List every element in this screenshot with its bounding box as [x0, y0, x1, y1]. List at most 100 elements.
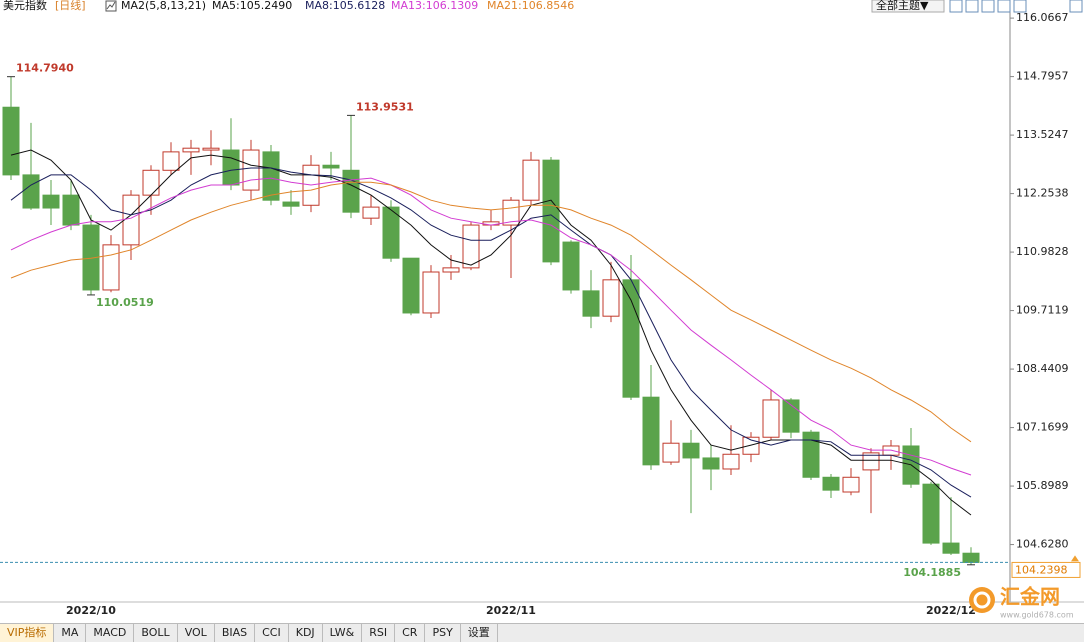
candle-body — [682, 442, 700, 459]
candle-body — [242, 149, 260, 191]
extreme-label: 113.9531 — [356, 100, 414, 113]
candle-body — [382, 206, 400, 259]
indicator-tab[interactable]: BOLL — [134, 624, 178, 642]
candle-body — [762, 399, 780, 438]
y-tick-label: 108.4409 — [1016, 362, 1069, 375]
indicator-tab[interactable]: CCI — [255, 624, 289, 642]
watermark-name: 汇金网 — [1000, 585, 1060, 609]
indicator-tab[interactable]: RSI — [362, 624, 396, 642]
candle-body — [162, 151, 180, 171]
chart: 114.7940 113.9531 110.0519 104.1885 美元指数 [日… — [0, 0, 1084, 620]
indicator-tab[interactable]: 设置 — [461, 624, 498, 642]
watermark-logo-ring — [973, 591, 991, 609]
theme-button[interactable] — [871, 0, 945, 13]
candle-body — [962, 552, 980, 563]
candle-body — [342, 169, 360, 213]
current-price-marker — [1071, 555, 1079, 562]
extreme-label: 114.7940 — [16, 62, 74, 75]
indicator-tab[interactable]: PSY — [425, 624, 461, 642]
candle-body — [642, 396, 660, 466]
ma-line — [10, 177, 972, 476]
x-tick-label: 2022/12 — [926, 604, 976, 617]
watermark: 汇金网 www.gold678.com — [969, 585, 1074, 620]
settings[interactable] — [1069, 0, 1083, 13]
y-tick-label: 116.0667 — [1016, 11, 1069, 24]
y-tick-label: 109.7119 — [1016, 304, 1069, 317]
y-tick-label: 113.5247 — [1016, 128, 1069, 141]
indicator-icon[interactable] — [105, 0, 117, 12]
candle-body — [22, 174, 40, 209]
candle-body — [102, 244, 120, 291]
candle-body — [582, 290, 600, 317]
candle-body — [402, 257, 420, 314]
candle-body — [662, 442, 680, 463]
extreme-label: 110.0519 — [96, 296, 154, 309]
indicator-tab[interactable]: CR — [395, 624, 426, 642]
y-tick-label: 114.7957 — [1016, 70, 1069, 83]
x-tick-label: 2022/10 — [66, 604, 116, 617]
candle-body — [122, 194, 140, 246]
indicator-tabs: VIP指标 MA MACD BOLL VOL BIAS CCI KDJ LW& RSI CR PSY 设… — [0, 623, 1084, 642]
y-tick-label: 112.2538 — [1016, 187, 1069, 200]
watermark-url: www.gold678.com — [1000, 611, 1074, 620]
y-tick-label: 105.8989 — [1016, 479, 1069, 492]
candle-body — [322, 164, 340, 169]
ma-line — [10, 181, 972, 443]
ma-line — [10, 149, 972, 516]
y-tick-label: 104.6280 — [1016, 538, 1069, 551]
candle-body — [622, 279, 640, 398]
candle-body — [362, 206, 380, 219]
indicator-tab[interactable]: MACD — [86, 624, 135, 642]
extreme-label: 104.1885 — [903, 566, 961, 579]
candle-body — [822, 476, 840, 491]
candle-body — [42, 194, 60, 209]
candle-body — [522, 159, 540, 201]
y-tick-label: 107.1699 — [1016, 421, 1069, 434]
indicator-tab[interactable]: BIAS — [215, 624, 256, 642]
candle-body — [722, 453, 740, 470]
period: [日线] — [55, 0, 86, 12]
legend-entry: MA13:106.1309 — [391, 0, 478, 12]
plot-area: 114.7940 113.9531 110.0519 104.1885 — [0, 62, 1010, 579]
candle-body — [502, 199, 520, 226]
move-right[interactable] — [997, 0, 1011, 13]
y-tick-label: 110.9828 — [1016, 245, 1069, 258]
candle-body — [2, 106, 20, 176]
reset[interactable] — [1013, 0, 1027, 13]
candle-body — [282, 201, 300, 207]
candle-body — [442, 267, 460, 273]
candle-body — [182, 147, 200, 153]
indicator-tab[interactable]: LW& — [323, 624, 363, 642]
candle-body — [222, 149, 240, 186]
indicator-tab[interactable]: MA — [54, 624, 87, 642]
candle-body — [802, 431, 820, 478]
zoom-out[interactable] — [965, 0, 979, 13]
ma-line — [10, 167, 972, 498]
candle-body — [202, 147, 220, 151]
current-price-label: 104.2398 — [1015, 563, 1068, 576]
legend-entry: MA21:106.8546 — [487, 0, 574, 12]
chart-title: 美元指数 — [3, 0, 47, 12]
candle-body — [842, 476, 860, 493]
indicator-tab[interactable]: KDJ — [289, 624, 323, 642]
candle-body — [542, 159, 560, 263]
legend-entry: MA5:105.2490 — [212, 0, 292, 12]
candle-body — [602, 279, 620, 317]
legend-entry: MA8:105.6128 — [305, 0, 385, 12]
move-left[interactable] — [981, 0, 995, 13]
indicator-tab[interactable]: VOL — [178, 624, 215, 642]
zoom-in[interactable] — [949, 0, 963, 13]
indicator-tab[interactable]: VIP指标 — [0, 624, 55, 642]
theme-button-label: 全部主题▼ — [876, 0, 929, 12]
candle-body — [422, 271, 440, 314]
watermark-logo — [969, 587, 995, 613]
indicator-name: MA2(5,8,13,21) — [121, 0, 206, 12]
indicator-icon-line — [106, 1, 116, 10]
candle-body — [142, 169, 160, 196]
candle-body — [82, 224, 100, 291]
x-tick-label: 2022/11 — [486, 604, 536, 617]
candle-body — [862, 452, 880, 471]
candle-body — [942, 542, 960, 554]
candle-body — [562, 241, 580, 291]
